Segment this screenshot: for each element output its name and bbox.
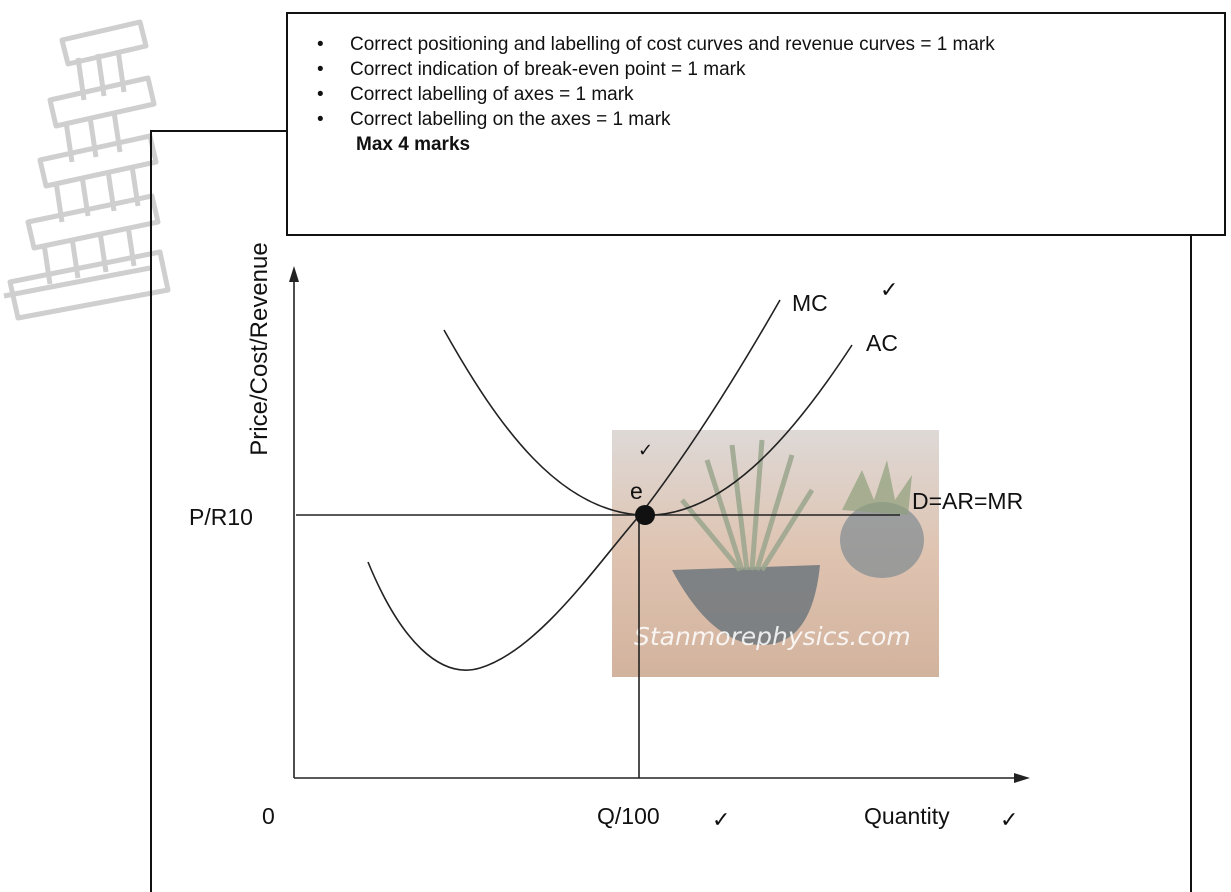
mc-curve xyxy=(367,299,781,671)
y-axis-arrow xyxy=(289,266,299,282)
marking-item: Correct labelling on the axes = 1 mark xyxy=(317,107,1224,132)
max-marks: Max 4 marks xyxy=(356,134,471,155)
tick-mark: ✓ xyxy=(638,440,654,461)
pisa-tower-watermark xyxy=(3,19,171,321)
x-axis-arrow xyxy=(1014,773,1030,783)
demand-label: D=AR=MR xyxy=(912,488,1024,514)
origin-label: 0 xyxy=(262,803,275,829)
watermark-photo: Stanmorephysics.com xyxy=(612,430,939,677)
y-axis-label: Price/Cost/Revenue xyxy=(246,242,273,456)
mc-label: MC xyxy=(792,290,828,316)
equilibrium-point-label: e xyxy=(630,478,643,504)
marking-item: Correct positioning and labelling of cos… xyxy=(317,32,1224,57)
marking-item: Correct labelling of axes = 1 mark xyxy=(317,82,1224,107)
marking-guideline-box: Correct positioning and labelling of cos… xyxy=(286,12,1226,236)
x-tick-label: Q/100 xyxy=(597,803,660,829)
y-tick-label: P/R10 xyxy=(189,504,253,530)
marking-item: Correct indication of break-even point =… xyxy=(317,57,1224,82)
ac-label: AC xyxy=(866,330,898,356)
ac-curve xyxy=(443,329,853,516)
tick-mark: ✓ xyxy=(1000,808,1019,833)
tick-mark: ✓ xyxy=(712,808,731,833)
break-even-point xyxy=(635,505,655,525)
x-axis-label: Quantity xyxy=(864,803,950,829)
watermark-text: Stanmorephysics.com xyxy=(634,622,911,651)
marking-list: Correct positioning and labelling of cos… xyxy=(288,14,1224,132)
tick-mark: ✓ xyxy=(880,278,899,303)
